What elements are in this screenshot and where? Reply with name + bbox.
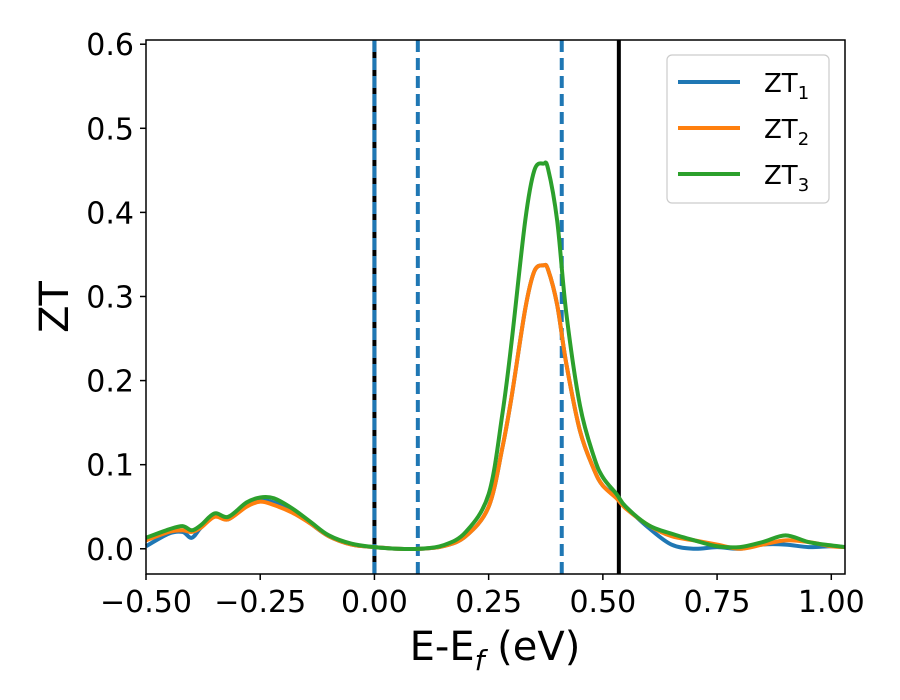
vertical-reference-lines bbox=[372, 40, 621, 574]
legend: ZT1 ZT2 ZT3 bbox=[666, 54, 830, 204]
x-axis-label: E-Ef (eV) bbox=[410, 624, 581, 677]
x-tick-label: 0.50 bbox=[569, 585, 636, 620]
legend-label-3: ZT3 bbox=[764, 161, 809, 196]
y-tick-label: 0.0 bbox=[86, 533, 134, 568]
y-tick-label: 0.3 bbox=[86, 280, 134, 315]
legend-label-2: ZT2 bbox=[764, 115, 809, 150]
y-axis-ticks: 0.0 0.1 0.2 0.3 0.4 0.5 0.6 bbox=[86, 28, 146, 568]
x-tick-label: 0.25 bbox=[455, 585, 522, 620]
x-tick-label: −0.25 bbox=[214, 585, 306, 620]
y-tick-label: 0.4 bbox=[86, 196, 134, 231]
y-tick-label: 0.1 bbox=[86, 449, 134, 484]
x-tick-label: 1.00 bbox=[798, 585, 865, 620]
y-axis-label: ZT bbox=[32, 281, 78, 333]
series-line-2 bbox=[145, 262, 846, 552]
y-tick-label: 0.2 bbox=[86, 365, 134, 400]
y-tick-label: 0.6 bbox=[86, 28, 134, 63]
plot-frame bbox=[145, 39, 846, 575]
x-tick-label: 0.75 bbox=[684, 585, 751, 620]
series-line-3 bbox=[145, 160, 846, 552]
x-axis-ticks: −0.50 −0.25 0.00 0.25 0.50 0.75 1.00 bbox=[100, 574, 865, 620]
y-tick-label: 0.5 bbox=[86, 112, 134, 147]
series-lines bbox=[145, 160, 846, 552]
legend-label-1: ZT1 bbox=[764, 69, 809, 104]
legend-box bbox=[666, 54, 830, 204]
x-tick-label: −0.50 bbox=[100, 585, 192, 620]
x-tick-label: 0.00 bbox=[341, 585, 408, 620]
